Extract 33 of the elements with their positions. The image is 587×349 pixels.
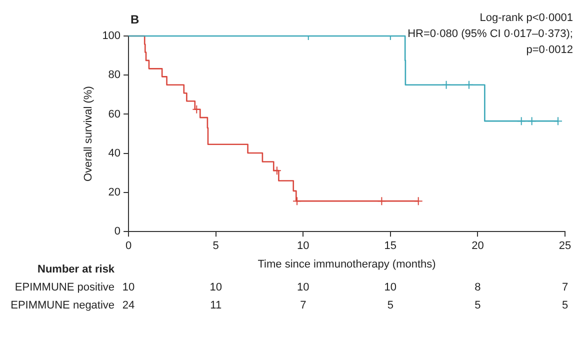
y-tick-label: 40: [108, 147, 121, 160]
text: 7: [562, 282, 568, 294]
x-tick-label: 25: [558, 240, 572, 252]
annotation: p=0·0012: [526, 44, 573, 56]
text: 5: [474, 300, 481, 312]
text: 5: [562, 300, 568, 312]
y-axis-title: Overall survival (%): [82, 86, 95, 182]
text: 5: [387, 300, 394, 312]
y-tick-label: 60: [108, 108, 121, 120]
x-axis-title: Time since immunotherapy (months): [258, 258, 436, 270]
text: 24: [122, 300, 135, 312]
annotation: HR=0·080 (95% CI 0·017–0·373);: [408, 28, 573, 40]
y-tick-label: 0: [114, 226, 121, 238]
x-tick-label: 15: [384, 240, 397, 252]
y-tick-label: 100: [102, 30, 121, 42]
text: 10: [210, 282, 222, 294]
text: 10: [384, 282, 397, 294]
x-tick-label: 0: [125, 240, 132, 252]
text: Log-rank p<0·0001: [480, 12, 573, 24]
text: 10: [122, 282, 135, 294]
y-tick-label: 20: [108, 186, 121, 199]
text: 8: [474, 282, 481, 294]
text: 7: [300, 300, 306, 312]
text: B: [130, 12, 140, 26]
text: Number at risk: [38, 264, 116, 276]
text: EPIMMUNE negative: [10, 300, 115, 312]
x-tick-label: 10: [297, 240, 310, 252]
x-tick-label: 5: [212, 240, 219, 252]
text: EPIMMUNE positive: [14, 282, 115, 294]
y-tick-label: 80: [108, 69, 121, 82]
x-tick-label: 20: [472, 240, 484, 252]
text: 11: [210, 300, 222, 312]
text: 10: [297, 282, 310, 294]
